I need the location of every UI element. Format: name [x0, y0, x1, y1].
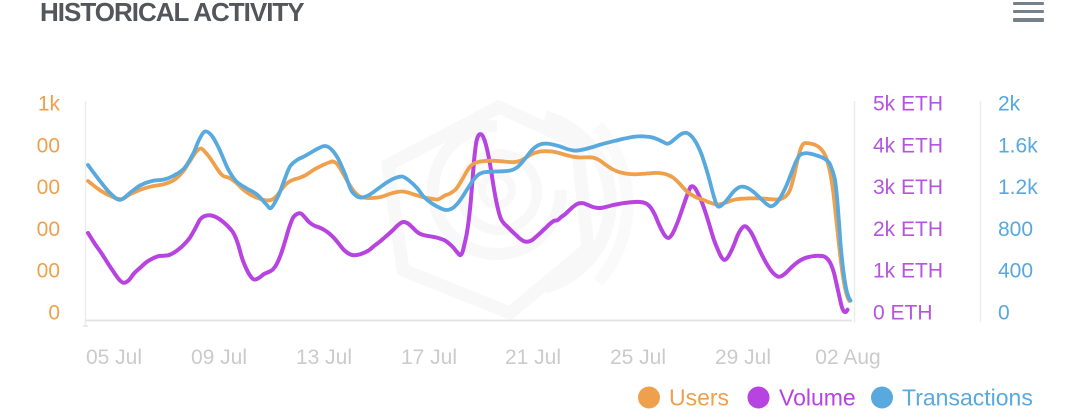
svg-text:800: 800	[998, 218, 1033, 241]
svg-text:0 ETH: 0 ETH	[873, 302, 933, 325]
svg-text:00: 00	[37, 260, 60, 283]
svg-text:02 Aug: 02 Aug	[815, 346, 880, 369]
svg-text:05 Jul: 05 Jul	[86, 346, 142, 369]
svg-text:0: 0	[48, 302, 60, 325]
svg-text:25 Jul: 25 Jul	[610, 346, 666, 369]
svg-text:4k ETH: 4k ETH	[873, 134, 943, 157]
svg-text:1k ETH: 1k ETH	[873, 260, 943, 283]
svg-text:Volume: Volume	[779, 385, 856, 411]
svg-text:1.6k: 1.6k	[998, 134, 1038, 157]
svg-text:09 Jul: 09 Jul	[191, 346, 247, 369]
svg-text:00: 00	[37, 176, 60, 199]
svg-text:0: 0	[998, 302, 1010, 325]
svg-text:29 Jul: 29 Jul	[715, 346, 771, 369]
svg-text:3k ETH: 3k ETH	[873, 176, 943, 199]
svg-text:1.2k: 1.2k	[998, 176, 1038, 199]
svg-text:5k ETH: 5k ETH	[873, 93, 943, 116]
svg-text:Transactions: Transactions	[902, 385, 1033, 411]
svg-text:21 Jul: 21 Jul	[505, 346, 561, 369]
svg-text:Users: Users	[669, 385, 729, 411]
svg-text:00: 00	[37, 134, 60, 157]
svg-text:400: 400	[998, 260, 1033, 283]
svg-text:13 Jul: 13 Jul	[296, 346, 352, 369]
svg-text:2k: 2k	[998, 93, 1021, 116]
svg-text:17 Jul: 17 Jul	[401, 346, 457, 369]
svg-text:2k ETH: 2k ETH	[873, 218, 943, 241]
svg-text:1k: 1k	[38, 93, 61, 116]
svg-text:00: 00	[37, 218, 60, 241]
